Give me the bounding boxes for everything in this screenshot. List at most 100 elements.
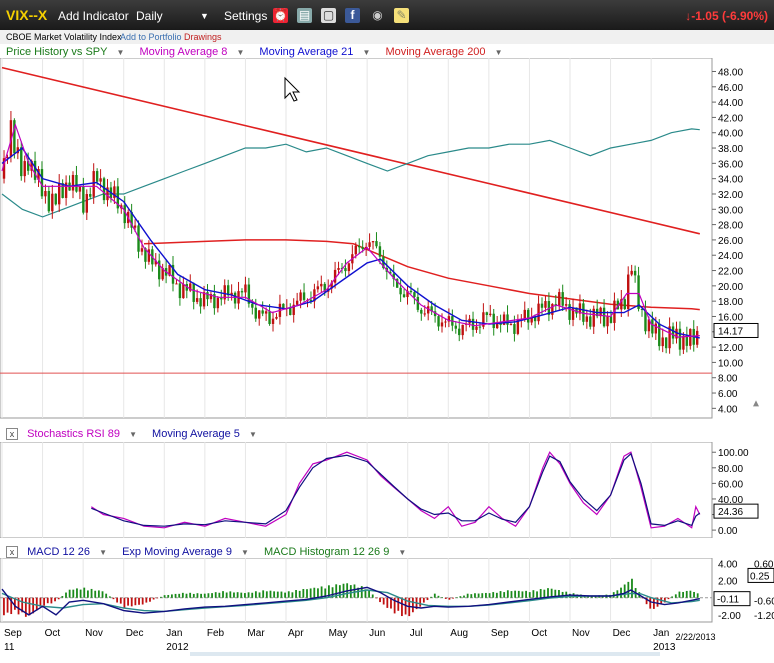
histogram-bar [313,587,316,598]
drawings-link[interactable]: Drawings [184,32,222,42]
histogram-bar [620,587,622,598]
histogram-bar [160,596,162,598]
histogram-bar [218,592,221,598]
candle-body [347,263,351,272]
candle-body [527,309,530,323]
candle-body [220,298,223,300]
legend-price[interactable]: Price History vs SPY ▼ [6,46,130,58]
database-icon[interactable]: ▤ [297,8,312,23]
y-tick-label: 20.00 [718,282,743,293]
histogram-bar [28,597,31,616]
candle-body [192,283,195,302]
histogram-bar [536,591,538,598]
chevron-down-icon[interactable]: ▼ [494,48,503,57]
chevron-down-icon[interactable]: ▼ [398,548,407,557]
candle-body [358,245,361,248]
price-chart[interactable]: 48.00 46.00 44.00 42.00 40.00 38.00 36.00 34.00… [0,58,774,420]
histogram-bar [54,597,56,602]
camera-icon[interactable]: ◉ [372,8,383,22]
close-stoch-button[interactable]: x [6,428,18,440]
y-tick-label: 6.00 [718,389,738,400]
chevron-down-icon[interactable]: ▼ [248,430,257,439]
add-indicator-button[interactable]: Add Indicator [58,9,129,23]
histogram-bar [269,590,272,598]
settings-button[interactable]: Settings [224,9,268,23]
x-tick-label: Apr [288,628,304,639]
y-tick-label: 44.00 [718,98,743,109]
candle-body [268,311,271,324]
chevron-down-icon[interactable]: ▼ [241,548,249,557]
histogram-bar [65,592,67,598]
legend-ma200[interactable]: Moving Average 200 ▼ [385,46,508,58]
note-icon[interactable]: ✎ [394,8,409,23]
histogram-bar [21,597,24,613]
histogram-bar [57,597,60,600]
histogram-bar [207,593,210,598]
histogram-bar [360,586,363,598]
legend-macd[interactable]: MACD 12 26 ▼ [27,546,113,558]
histogram-bar [667,597,670,600]
legend-stoch-ma[interactable]: Moving Average 5 ▼ [152,428,263,440]
x-tick-label: Feb [207,628,225,639]
histogram-bar [262,590,265,598]
candle-body [537,303,540,322]
histogram-bar [663,597,666,603]
spy-overlay-line [1,128,700,218]
candle-body [37,169,40,180]
chevron-down-icon[interactable]: ▼ [129,430,137,439]
close-macd-button[interactable]: x [6,546,18,558]
add-portfolio-link[interactable]: Add to Portfolio [120,32,182,42]
ma21-line [1,146,700,339]
histogram-bar [76,588,78,598]
alarm-clock-icon[interactable]: ⏰ [273,8,288,23]
page-icon[interactable]: ▢ [321,8,336,23]
stoch-legend: x Stochastics RSI 89 ▼ Moving Average 5 … [6,428,269,440]
histogram-bar [178,593,181,598]
y-tick-label-right: -1.20 [754,611,774,622]
histogram-bar [645,597,648,605]
scroll-up-icon [753,400,759,407]
candle-body [489,313,492,315]
legend-stoch[interactable]: Stochastics RSI 89 ▼ [27,428,143,440]
candle-body [482,312,485,327]
candle-body [658,323,661,347]
x-tick-label: Mar [247,628,265,639]
histogram-bar [101,591,104,598]
candle-body [6,157,9,159]
legend-ma21[interactable]: Moving Average 21 ▼ [259,46,376,58]
legend-ma200-label: Moving Average 200 [385,46,486,58]
candle-body [30,160,33,171]
candle-body [395,279,399,288]
histogram-bar [203,593,206,598]
candle-body [427,306,430,314]
histogram-bar [328,585,330,598]
histogram-bar [430,596,433,598]
symbol-input[interactable]: VIX--X [6,7,48,23]
candle-body [102,178,106,201]
chevron-down-icon[interactable]: ▼ [116,48,125,57]
histogram-bar [152,597,155,600]
histogram-bar [72,589,75,598]
histogram-bar [61,596,64,598]
macd-chart[interactable]: 4.00 2.00 -2.00 0.60 -0.60 -1.20 -0.11 0.25 Sep O… [0,558,774,663]
legend-ma8[interactable]: Moving Average 8 ▼ [140,46,251,58]
candle-body [189,283,192,291]
histogram-bar [353,584,356,598]
candle-body [244,284,247,293]
legend-hist[interactable]: MACD Histogram 12 26 9 ▼ [264,546,412,558]
candle-body [406,290,409,298]
chevron-down-icon[interactable]: ▼ [99,548,108,557]
histogram-bar [258,592,261,598]
chevron-down-icon[interactable]: ▼ [362,48,371,57]
interval-select[interactable]: Daily [136,9,163,23]
histogram-bar [682,591,684,598]
chevron-down-icon[interactable]: ▼ [236,48,245,57]
chevron-down-icon[interactable]: ▼ [200,11,209,21]
candle-body [213,294,216,309]
facebook-icon[interactable]: f [345,8,360,23]
candle-body [240,291,244,293]
candle-body [154,260,157,265]
histogram-bar [488,593,491,598]
legend-ema[interactable]: Exp Moving Average 9 ▼ [122,546,255,558]
